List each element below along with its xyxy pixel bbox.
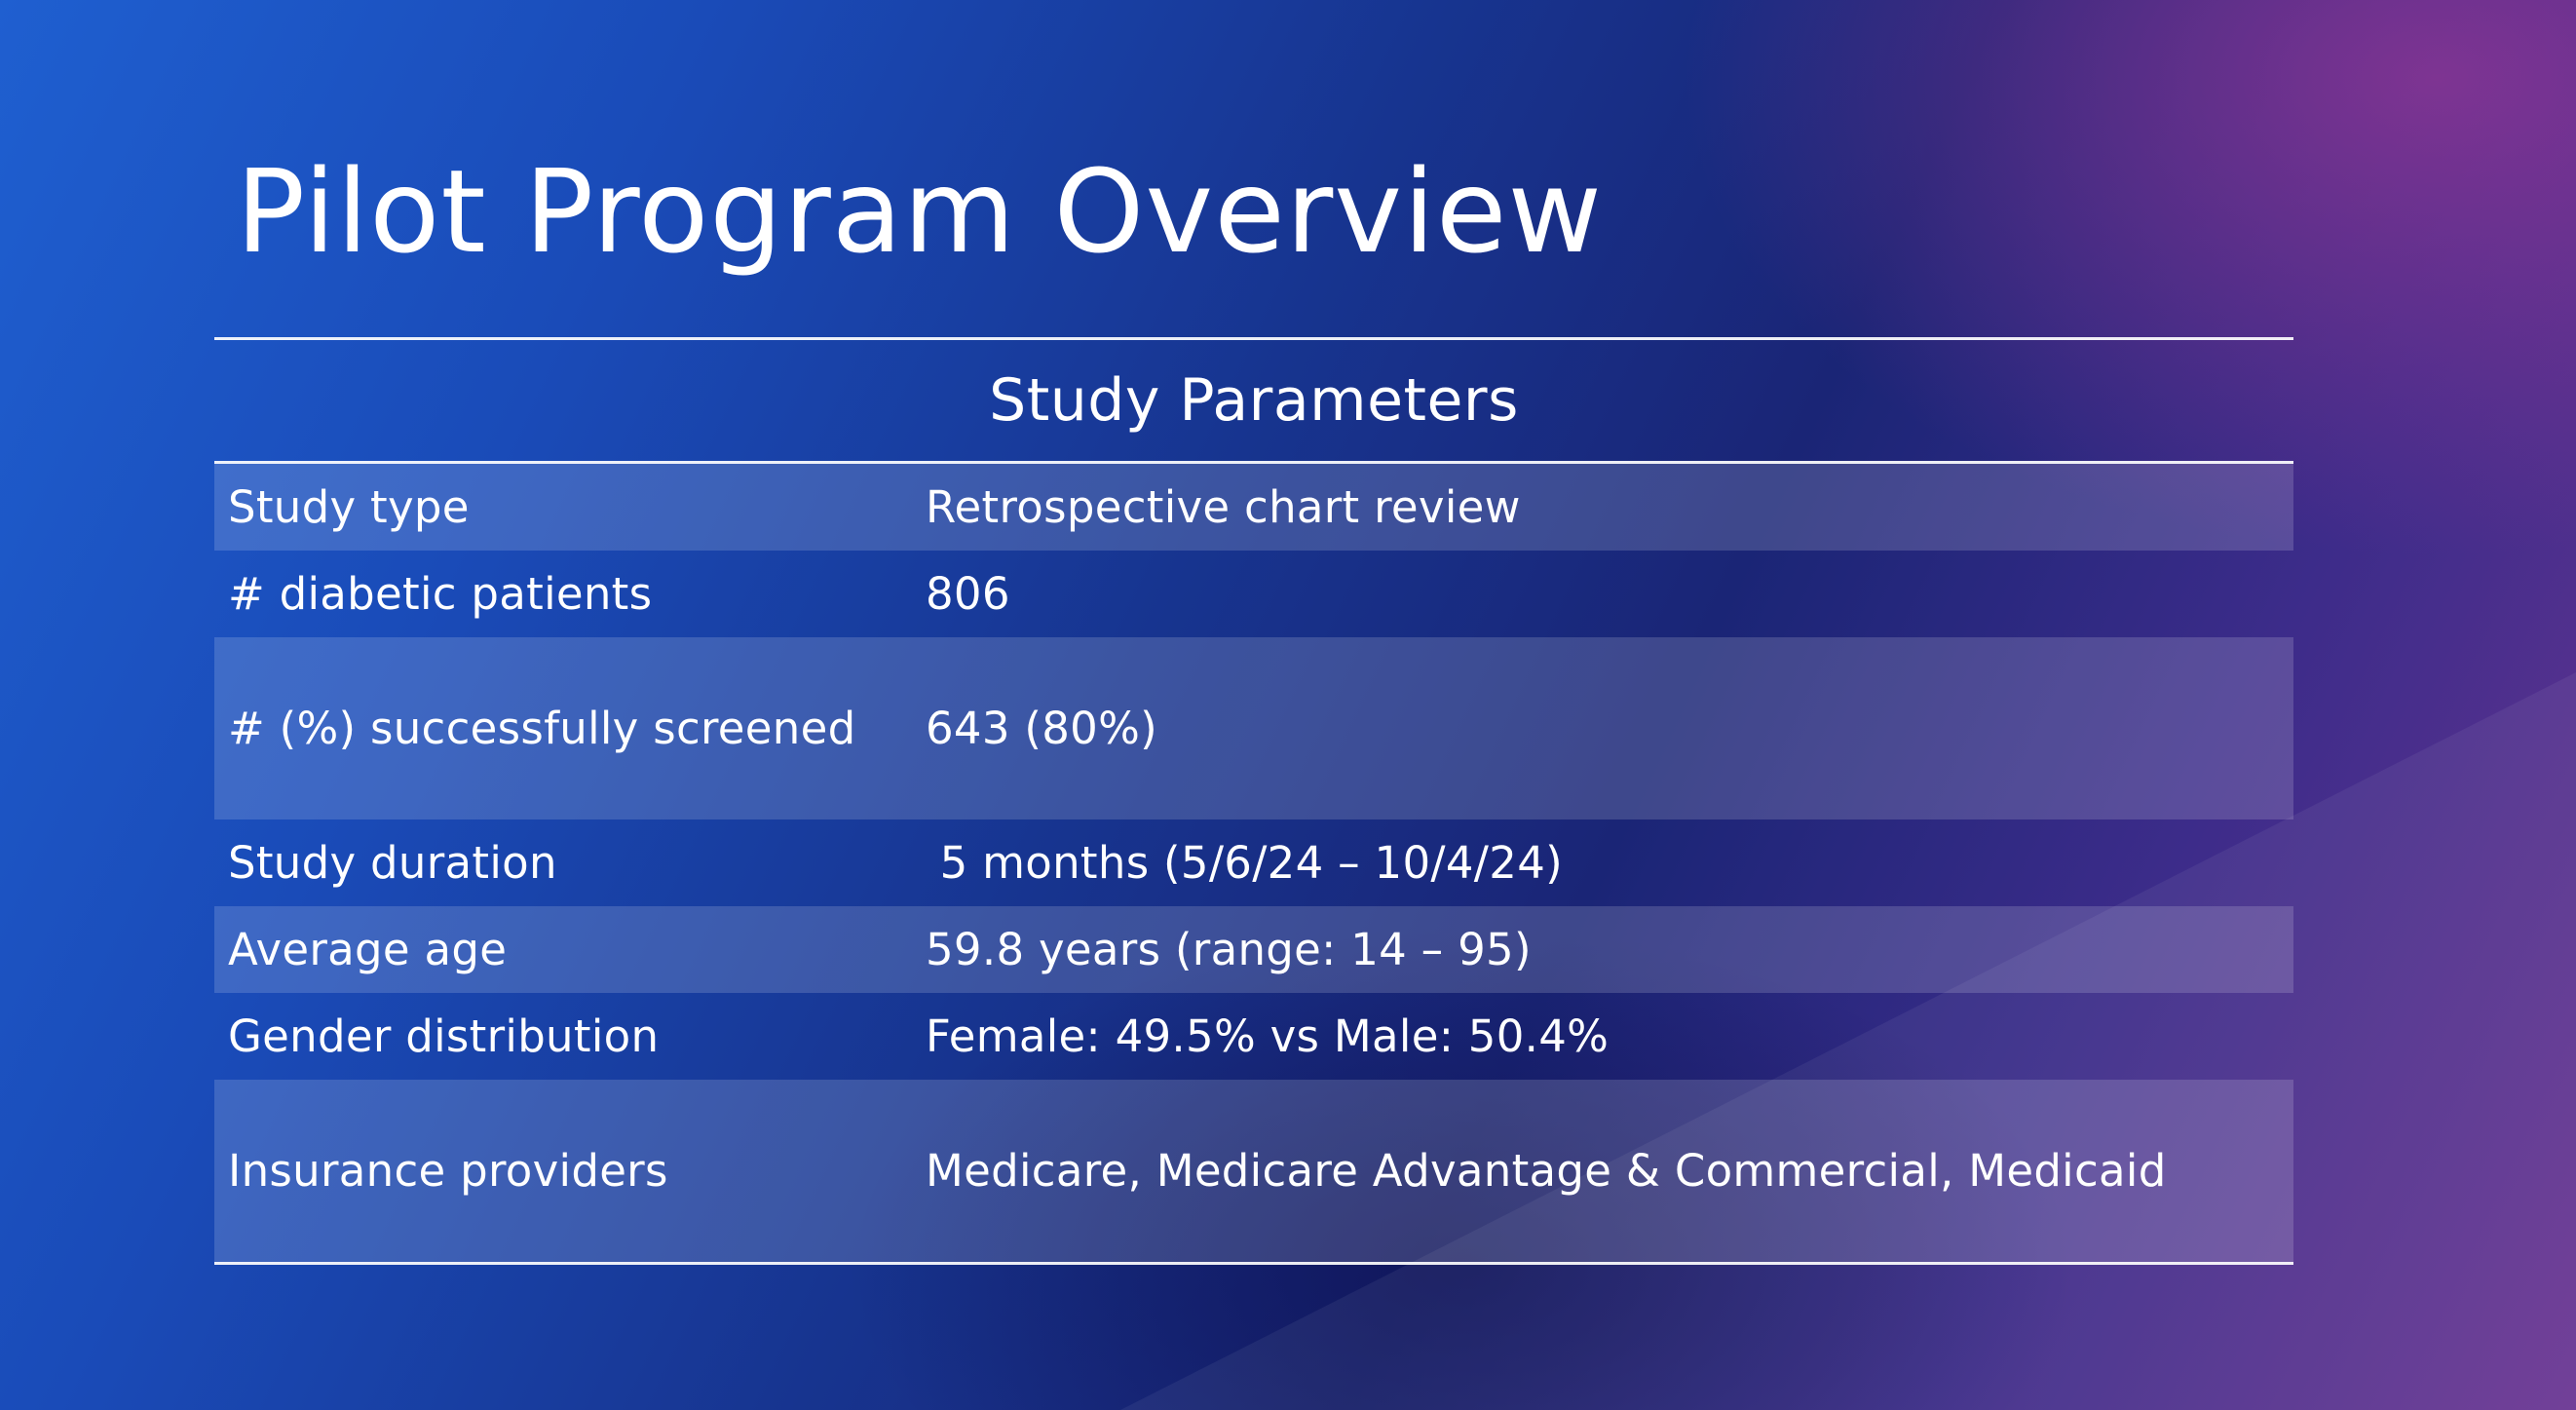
row-label: Average age <box>228 924 508 975</box>
table-row-insurance-providers: Insurance providers Medicare, Medicare A… <box>214 1080 2293 1262</box>
table-heading: Study Parameters <box>989 366 1519 435</box>
row-value: 59.8 years (range: 14 – 95) <box>926 924 1532 975</box>
row-label: # diabetic patients <box>228 568 653 620</box>
table-row-successfully-screened: # (%) successfully screened 643 (80%) <box>214 637 2293 819</box>
row-value: Medicare, Medicare Advantage & Commercia… <box>926 1145 2167 1197</box>
table-row-diabetic-patients: # diabetic patients 806 <box>214 551 2293 637</box>
row-value: 643 (80%) <box>926 703 1158 754</box>
row-label: Insurance providers <box>228 1145 668 1197</box>
table-row-average-age: Average age 59.8 years (range: 14 – 95) <box>214 906 2293 993</box>
bottom-divider <box>214 1262 2293 1265</box>
row-value: 806 <box>926 568 1010 620</box>
heading-divider <box>214 461 2293 464</box>
table-row-study-duration: Study duration 5 months (5/6/24 – 10/4/2… <box>214 819 2293 906</box>
table-row-gender-distribution: Gender distribution Female: 49.5% vs Mal… <box>214 993 2293 1080</box>
study-parameters-table: Study Parameters Study type Retrospectiv… <box>214 337 2293 1265</box>
row-label: Study duration <box>228 837 557 889</box>
row-value: 5 months (5/6/24 – 10/4/24) <box>926 837 1563 889</box>
row-label: Gender distribution <box>228 1010 660 1062</box>
row-value: Female: 49.5% vs Male: 50.4% <box>926 1010 1610 1062</box>
row-value: Retrospective chart review <box>926 481 1521 533</box>
row-label: # (%) successfully screened <box>228 703 856 754</box>
top-divider <box>214 337 2293 340</box>
row-label: Study type <box>228 481 470 533</box>
slide-title: Pilot Program Overview <box>236 144 1604 279</box>
table-row-study-type: Study type Retrospective chart review <box>214 464 2293 551</box>
